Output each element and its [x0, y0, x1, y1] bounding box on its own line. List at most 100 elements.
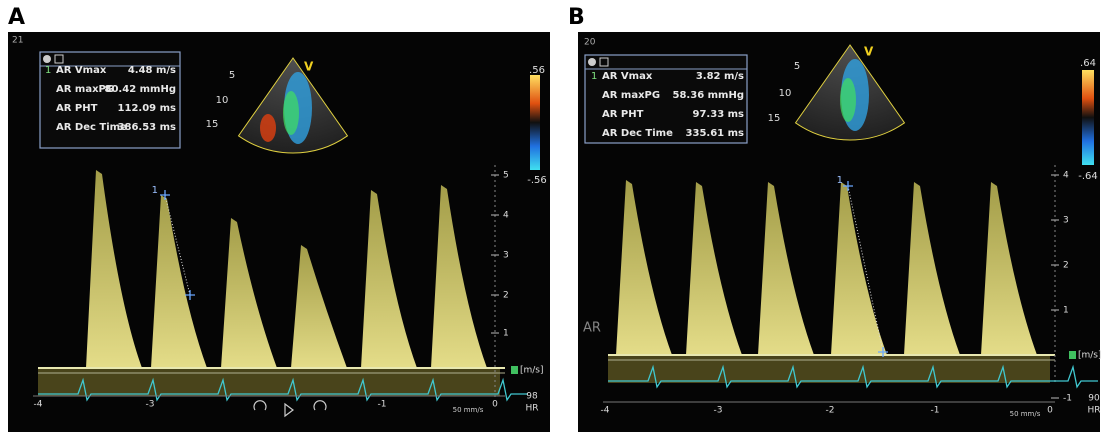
velocity-tick-label: -1 — [1063, 394, 1072, 404]
time-label: -1 — [931, 406, 940, 416]
measurement-value: 3.82 m/s — [696, 71, 744, 82]
depth-label: 15 — [206, 119, 219, 130]
velocity-tick-label: 2 — [1063, 261, 1069, 271]
doppler-envelope — [686, 182, 742, 355]
heart-rate-label: HR — [1087, 406, 1100, 416]
color-scale-label: -.64 — [1078, 171, 1098, 182]
box-icon — [43, 55, 51, 63]
spectral-noise — [38, 368, 500, 396]
depth-label: 10 — [216, 95, 229, 106]
baseline-marker — [1069, 351, 1076, 359]
box-icon — [54, 54, 64, 64]
color-flow — [283, 91, 299, 135]
velocity-tick-label: 4 — [503, 211, 509, 221]
measurement-name: AR PHT — [56, 103, 98, 114]
heart-rate-label: HR — [525, 404, 538, 414]
measurement-box — [39, 51, 181, 149]
heart-rate: 98 — [526, 392, 538, 402]
color-scale-label: .56 — [529, 65, 545, 76]
measurement-index: 1 — [591, 71, 597, 82]
measurement-value: 112.09 ms — [118, 103, 176, 114]
measurement-value: 335.61 ms — [686, 128, 744, 139]
color-flow — [260, 114, 276, 142]
baseline-marker — [511, 366, 518, 374]
caliper-cross — [160, 190, 170, 200]
color-scale-label: -.56 — [527, 175, 547, 186]
measurement-value: 4.48 m/s — [128, 65, 176, 76]
measurement-value: 58.36 mmHg — [673, 90, 744, 101]
color-bar — [1082, 70, 1094, 165]
velocity-tick-label: 3 — [503, 251, 509, 261]
depth-label: 5 — [229, 70, 235, 81]
box-icon — [588, 58, 596, 66]
caliper-line — [847, 185, 884, 353]
time-label: -3 — [146, 400, 155, 410]
measurement-index: 1 — [45, 65, 51, 76]
frame-number: 21 — [12, 36, 23, 46]
sweep-speed: 50 mm/s — [453, 406, 484, 414]
playback-controls — [253, 400, 327, 418]
time-label: -4 — [34, 400, 43, 410]
velocity-tick-label: 1 — [503, 329, 509, 339]
caliper-cross — [185, 290, 195, 300]
time-label: -1 — [378, 400, 387, 410]
caliper-label: 1 — [837, 175, 843, 186]
sector-mark: V — [304, 60, 314, 74]
time-label: 0 — [492, 400, 498, 410]
velocity-tick-label: 3 — [1063, 216, 1069, 226]
sweep-speed: 50 mm/s — [1010, 410, 1041, 418]
velocity-tick-label: 5 — [503, 171, 509, 181]
ecg-trace — [608, 364, 1098, 389]
doppler-envelope — [361, 190, 417, 368]
doppler-envelope — [616, 180, 672, 355]
measurement-name: AR Vmax — [602, 71, 653, 82]
panel-label: B — [568, 5, 585, 30]
caliper-cross — [843, 181, 853, 191]
velocity-tick-label: 1 — [1063, 306, 1069, 316]
measurement-name: AR maxPG — [56, 84, 114, 95]
caliper-cross — [878, 347, 888, 357]
time-label: -4 — [601, 406, 610, 416]
velocity-unit: [m/s] — [1078, 351, 1102, 361]
measurement-name: AR Dec Time — [602, 128, 673, 139]
velocity-unit: [m/s] — [520, 366, 544, 376]
velocity-tick-label: 2 — [503, 291, 509, 301]
depth-label: 15 — [768, 113, 781, 124]
measurement-name: AR Dec Time — [56, 122, 127, 133]
measurement-value: 80.42 mmHg — [105, 84, 176, 95]
measurement-name: AR Vmax — [56, 65, 107, 76]
frame-number: 20 — [584, 38, 596, 48]
color-flow — [840, 78, 856, 122]
doppler-envelope — [758, 182, 814, 355]
depth-label: 10 — [779, 88, 792, 99]
time-label: -2 — [826, 406, 835, 416]
spectral-noise — [608, 355, 1050, 383]
doppler-envelope — [151, 195, 207, 368]
doppler-envelope — [904, 182, 960, 355]
color-bar — [530, 75, 540, 170]
time-label: 0 — [1047, 406, 1053, 416]
doppler-envelope — [831, 182, 887, 355]
doppler-envelope — [431, 185, 487, 368]
measurement-value: 386.53 ms — [118, 122, 176, 133]
stray-label: AR — [583, 321, 601, 336]
heart-rate: 90 — [1088, 394, 1100, 404]
doppler-envelope — [86, 170, 142, 368]
color-scale-label: .64 — [1080, 58, 1096, 69]
doppler-envelope — [291, 245, 347, 368]
measurement-box — [584, 54, 748, 144]
depth-label: 5 — [794, 61, 800, 72]
doppler-envelope — [981, 182, 1037, 355]
velocity-tick-label: 4 — [1063, 171, 1069, 181]
sector-mark: V — [864, 45, 874, 59]
measurement-name: AR PHT — [602, 109, 644, 120]
caliper-label: 1 — [152, 185, 158, 196]
ecg-trace — [38, 377, 528, 402]
panel-label: A — [8, 5, 25, 30]
measurement-value: 97.33 ms — [693, 109, 745, 120]
caliper-line — [164, 194, 191, 296]
measurement-name: AR maxPG — [602, 90, 660, 101]
